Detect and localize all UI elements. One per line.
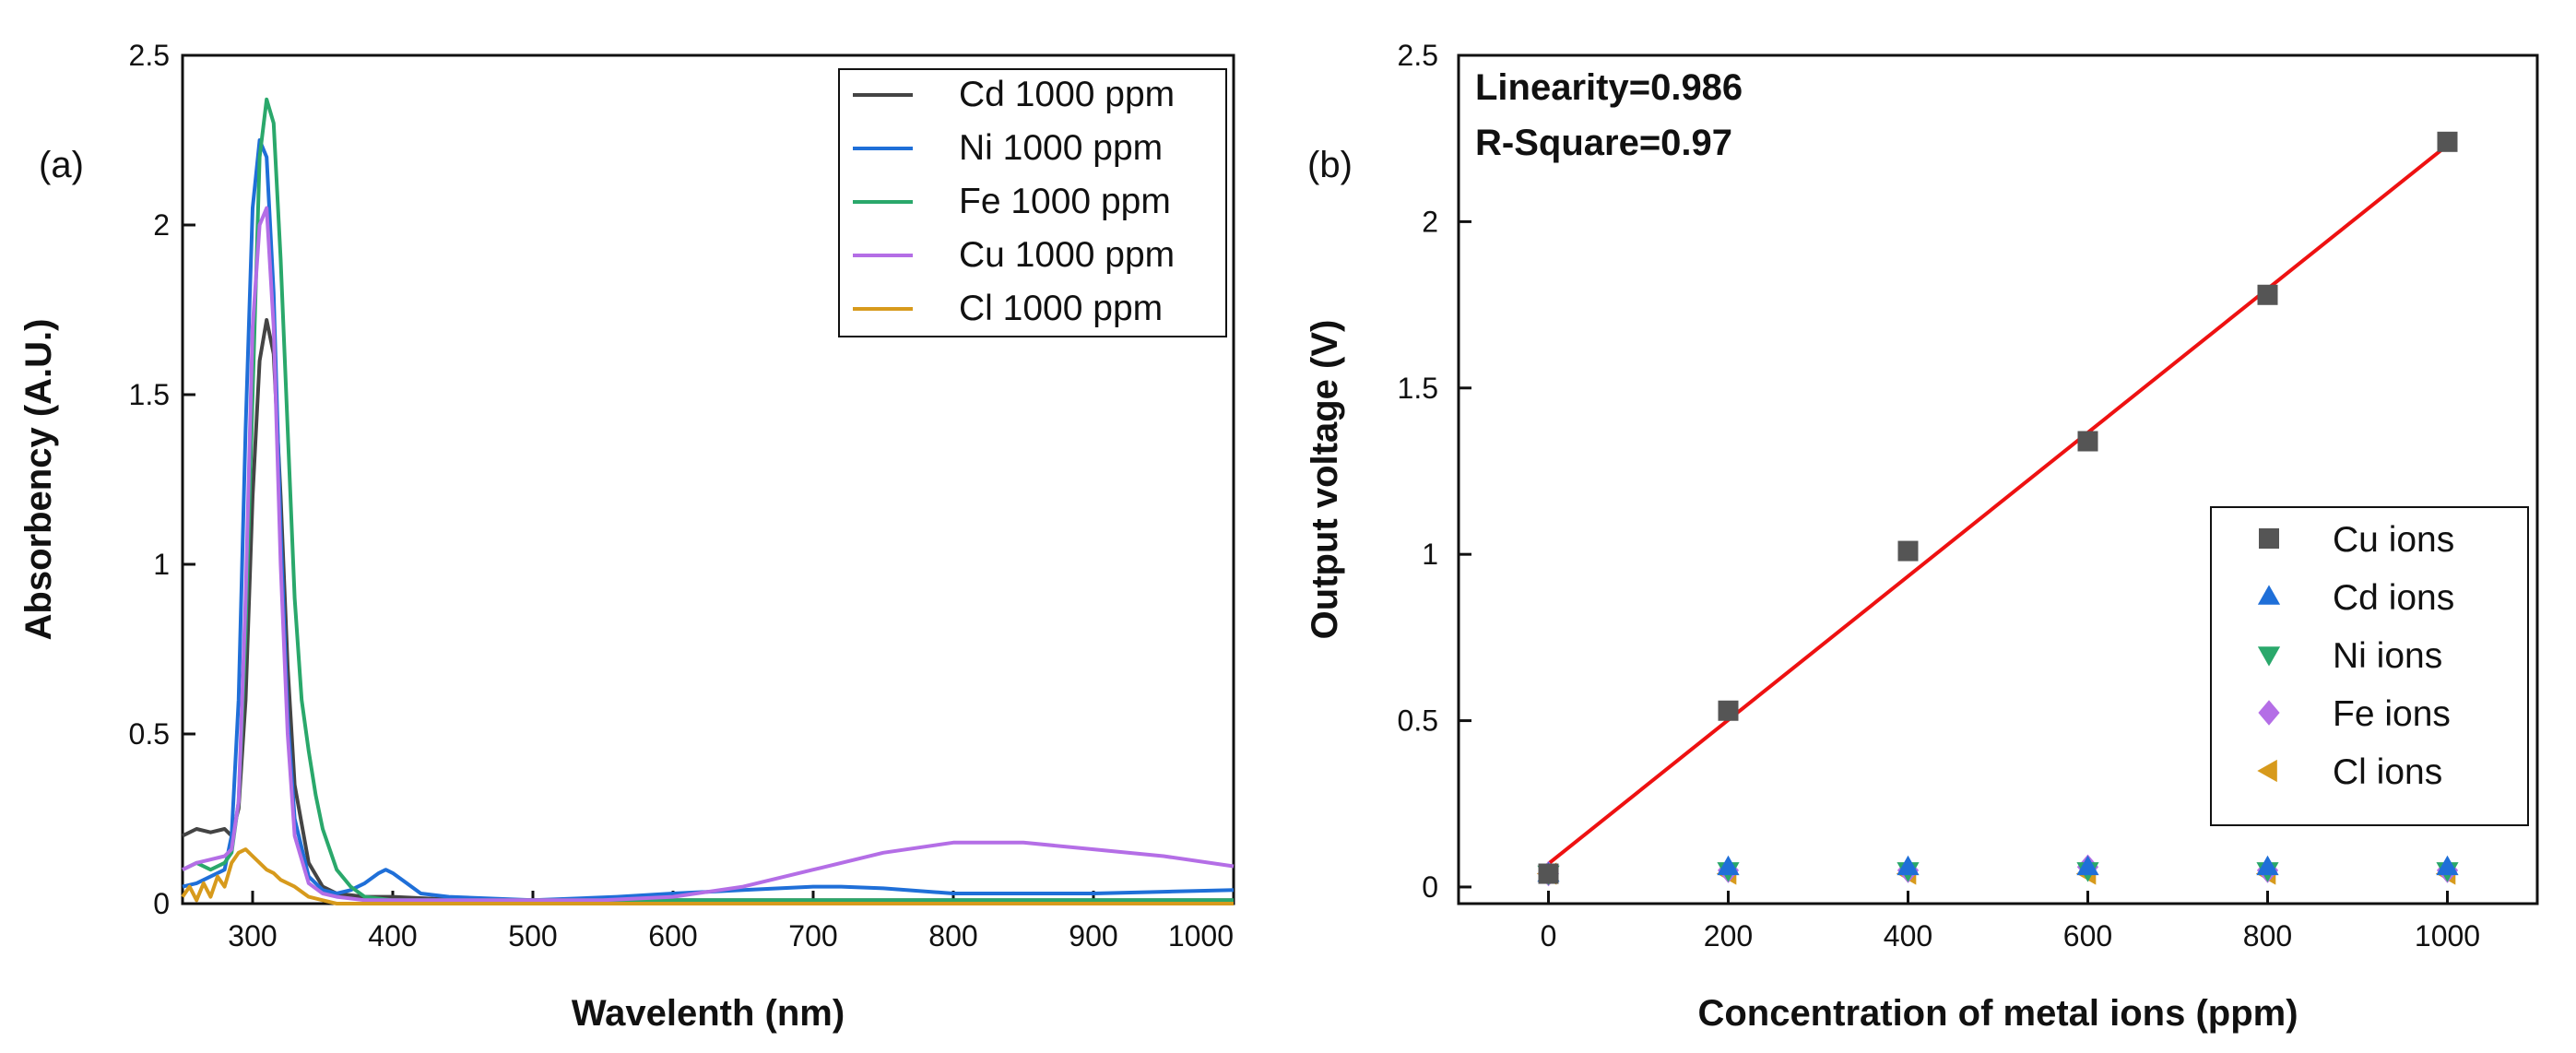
data-point-cu xyxy=(1718,700,1739,721)
panel-b: (b) 0 0.5 1 1.5 2 2.5 0 200 400 600 800 1000 Linea… xyxy=(1305,39,2539,1034)
legend-entry: Ni ions xyxy=(2333,636,2442,676)
data-point-cd xyxy=(1897,855,1920,876)
y-tick-label: 0.5 xyxy=(1398,704,1438,738)
x-tick-label: 200 xyxy=(1704,919,1753,952)
y-tick-label: 1.5 xyxy=(129,378,170,411)
series-line-ni xyxy=(182,138,1235,903)
data-point-cd xyxy=(2076,855,2099,876)
panel-a: (a) 0 0.5 1 1.5 2 2.5 300 400 500 600 700 800 900 10… xyxy=(18,39,1235,1034)
panel-a-x-ticks: 300 400 500 600 700 800 900 1000 xyxy=(228,891,1235,952)
x-tick-label: 1000 xyxy=(2415,919,2480,952)
r-square-annotation: R-Square=0.97 xyxy=(1475,123,1732,163)
series-line-cd xyxy=(182,318,1234,903)
x-tick-label: 0 xyxy=(1541,919,1557,952)
panel-a-x-axis-label: Wavelenth (nm) xyxy=(572,993,845,1034)
legend-marker xyxy=(2257,585,2281,605)
panel-b-label: (b) xyxy=(1307,145,1353,185)
legend-entry: Cl 1000 ppm xyxy=(959,289,1163,328)
y-tick-label: 2.5 xyxy=(1398,39,1438,72)
y-tick-label: 1 xyxy=(1422,538,1438,571)
panel-a-label: (a) xyxy=(39,145,84,185)
y-tick-label: 0.5 xyxy=(129,717,170,751)
panel-a-y-ticks: 0 0.5 1 1.5 2 2.5 xyxy=(129,39,195,920)
y-tick-label: 1.5 xyxy=(1398,372,1438,405)
x-tick-label: 1000 xyxy=(1168,919,1234,952)
panel-b-frame xyxy=(1457,53,2539,905)
y-tick-label: 0 xyxy=(153,887,170,920)
legend-marker xyxy=(2258,700,2280,726)
x-tick-label: 700 xyxy=(788,919,837,952)
legend-entry: Fe ions xyxy=(2333,694,2451,734)
legend-marker xyxy=(2257,646,2281,667)
panel-b-x-ticks: 0 200 400 600 800 1000 xyxy=(1541,891,2480,952)
data-point-cd xyxy=(2436,855,2459,876)
x-tick-label: 300 xyxy=(228,919,277,952)
x-tick-label: 600 xyxy=(2063,919,2112,952)
series-line-cu xyxy=(182,206,1235,903)
y-tick-label: 0 xyxy=(1422,870,1438,904)
panel-b-fit xyxy=(1547,143,2449,866)
legend-entry: Cu ions xyxy=(2333,520,2454,560)
panel-b-series xyxy=(1536,131,2459,887)
data-point-cu xyxy=(1897,540,1919,562)
data-point-cu xyxy=(2077,431,2098,452)
panel-a-series xyxy=(181,97,1235,905)
x-tick-label: 500 xyxy=(508,919,557,952)
linear-fit-line xyxy=(1547,143,2449,866)
y-tick-label: 2 xyxy=(1422,205,1438,238)
panel-b-y-axis-label: Output voltage (V) xyxy=(1305,320,1345,640)
x-tick-label: 900 xyxy=(1069,919,1117,952)
legend-entry: Cu 1000 ppm xyxy=(959,235,1175,275)
panel-a-legend: Cd 1000 ppm Ni 1000 ppm Fe 1000 ppm Cu 1000… xyxy=(838,68,1227,337)
data-point-cu xyxy=(2437,131,2458,152)
y-tick-label: 2.5 xyxy=(129,39,170,72)
legend-entry: Fe 1000 ppm xyxy=(959,182,1171,221)
x-tick-label: 400 xyxy=(368,919,417,952)
linearity-annotation: Linearity=0.986 xyxy=(1475,67,1743,108)
legend-entry: Cd 1000 ppm xyxy=(959,75,1175,114)
panel-a-y-axis-label: Absorbency (A.U.) xyxy=(18,319,59,641)
data-point-cd xyxy=(2256,855,2279,876)
panel-b-legend: Cu ions Cd ions Ni ions Fe ions Cl ions xyxy=(2210,506,2529,826)
legend-entry: Ni 1000 ppm xyxy=(959,128,1163,168)
x-tick-label: 400 xyxy=(1884,919,1932,952)
series-line-cl xyxy=(181,847,1234,905)
y-tick-label: 1 xyxy=(153,548,170,581)
data-point-cu xyxy=(2257,284,2278,305)
x-tick-label: 600 xyxy=(648,919,697,952)
data-point-cu xyxy=(1538,863,1559,884)
data-point-cd xyxy=(1717,855,1740,876)
x-tick-label: 800 xyxy=(928,919,977,952)
legend-marker xyxy=(2257,759,2277,783)
legend-marker xyxy=(2259,528,2279,549)
panel-b-x-axis-label: Concentration of metal ions (ppm) xyxy=(1697,993,2298,1034)
panel-b-y-ticks: 0 0.5 1 1.5 2 2.5 xyxy=(1398,39,1471,904)
x-tick-label: 800 xyxy=(2243,919,2292,952)
y-tick-label: 2 xyxy=(153,208,170,242)
legend-entry: Cl ions xyxy=(2333,752,2442,792)
legend-entry: Cd ions xyxy=(2333,578,2454,618)
